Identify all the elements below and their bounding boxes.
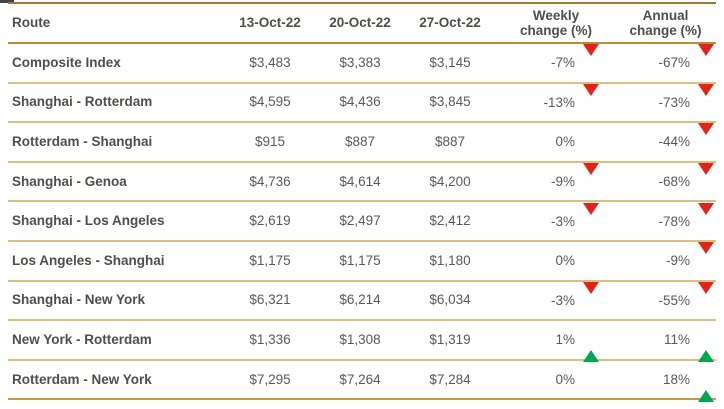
route-name: Los Angeles - Shanghai (12, 252, 165, 268)
rate-value-week1: $3,483 (249, 54, 291, 70)
down-triangle-icon (698, 163, 714, 193)
route-name: Rotterdam - New York (12, 371, 152, 387)
up-triangle-icon (698, 333, 714, 363)
rate-value-week3: $3,145 (429, 54, 471, 70)
route-name: Shanghai - Los Angeles (12, 213, 165, 229)
table-row: Composite Index $3,483 $3,383 $3,145 -7%… (8, 44, 716, 84)
weekly-change-value: 0% (555, 253, 575, 269)
table-top-rule (8, 2, 716, 4)
rate-value-week3: $1,319 (429, 331, 471, 347)
table-row: Shanghai - New York $6,321 $6,214 $6,034… (8, 281, 716, 322)
empty-triangle-slot (583, 135, 599, 148)
annual-change-value: -9% (665, 253, 690, 269)
header-label-date-3: 27-Oct-22 (419, 15, 481, 30)
header-cell-date-3: 27-Oct-22 (405, 14, 495, 32)
annual-change-value: -55% (658, 292, 690, 308)
up-triangle-icon (698, 373, 714, 403)
down-triangle-icon (698, 242, 714, 272)
down-triangle-icon (583, 44, 599, 74)
table-row: Rotterdam - Shanghai $915 $887 $887 0% -… (8, 123, 716, 163)
down-triangle-icon (698, 202, 714, 232)
route-name: Shanghai - New York (12, 292, 146, 308)
weekly-change-value: 1% (555, 332, 575, 348)
rate-value-week3: $4,200 (429, 173, 471, 189)
route-name: Composite Index (12, 54, 121, 70)
rate-value-week1: $1,336 (249, 331, 291, 347)
table-row: Rotterdam - New York $7,295 $7,264 $7,28… (8, 361, 716, 403)
table-row: Shanghai - Rotterdam $4,595 $4,436 $3,84… (8, 83, 716, 124)
header-label-route: Route (12, 15, 51, 30)
weekly-change-value: -3% (550, 292, 575, 308)
table-body: Composite Index $3,483 $3,383 $3,145 -7%… (8, 44, 716, 403)
weekly-change-value: -9% (550, 174, 575, 190)
annual-change-value: 18% (662, 372, 690, 388)
weekly-change-value: -3% (550, 213, 575, 229)
rate-value-week1: $2,619 (249, 213, 291, 229)
screenshot-corner-mark (0, 0, 14, 3)
weekly-change-value: -13% (543, 94, 575, 110)
down-triangle-icon (583, 83, 599, 113)
route-name: Rotterdam - Shanghai (12, 133, 153, 149)
route-name: New York - Rotterdam (12, 331, 152, 347)
header-cell-date-2: 20-Oct-22 (315, 14, 405, 32)
rate-value-week2: $887 (344, 133, 376, 149)
down-triangle-icon (583, 202, 599, 232)
rate-value-week3: $2,412 (429, 213, 471, 229)
weekly-change-value: 0% (555, 372, 575, 388)
annual-change-value: -44% (658, 134, 690, 150)
header-cell-weekly-change: Weekly change (%) (495, 8, 607, 38)
header-label-weekly-change: Weekly change (%) (519, 8, 592, 38)
table-row: New York - Rotterdam $1,336 $1,308 $1,31… (8, 321, 716, 363)
header-label-annual-change: Annual change (%) (629, 8, 702, 38)
down-triangle-icon (698, 44, 714, 74)
header-label-date-1: 13-Oct-22 (239, 15, 301, 30)
freight-rates-table: Route 13-Oct-22 20-Oct-22 27-Oct-22 Week… (8, 2, 716, 403)
rate-value-week1: $1,175 (249, 252, 291, 268)
rate-value-week3: $887 (434, 133, 466, 149)
table-header-row: Route 13-Oct-22 20-Oct-22 27-Oct-22 Week… (8, 4, 716, 44)
annual-change-value: -68% (658, 174, 690, 190)
rate-value-week1: $915 (254, 133, 286, 149)
down-triangle-icon (698, 281, 714, 311)
down-triangle-icon (583, 281, 599, 311)
header-cell-date-1: 13-Oct-22 (225, 14, 315, 32)
rate-value-week2: $1,308 (339, 331, 381, 347)
header-cell-route: Route (8, 14, 225, 32)
rate-value-week2: $4,436 (339, 94, 381, 110)
weekly-change-value: 0% (555, 134, 575, 150)
route-name: Shanghai - Genoa (12, 173, 127, 189)
header-cell-annual-change: Annual change (%) (607, 8, 716, 38)
rate-value-week1: $4,736 (249, 173, 291, 189)
table-row: Shanghai - Los Angeles $2,619 $2,497 $2,… (8, 202, 716, 242)
annual-change-value: -67% (658, 55, 690, 71)
rate-value-week2: $7,264 (339, 371, 381, 387)
empty-triangle-slot (583, 373, 599, 386)
rate-value-week3: $1,180 (429, 252, 471, 268)
rate-value-week2: $6,214 (339, 292, 381, 308)
rate-value-week2: $3,383 (339, 54, 381, 70)
table-row: Shanghai - Genoa $4,736 $4,614 $4,200 -9… (8, 163, 716, 203)
header-label-date-2: 20-Oct-22 (329, 15, 391, 30)
rate-value-week3: $6,034 (429, 292, 471, 308)
rate-value-week2: $1,175 (339, 252, 381, 268)
rate-value-week1: $7,295 (249, 371, 291, 387)
table-row: Los Angeles - Shanghai $1,175 $1,175 $1,… (8, 242, 716, 282)
down-triangle-icon (698, 123, 714, 153)
annual-change-value: 11% (663, 332, 690, 348)
rate-value-week1: $4,595 (249, 94, 291, 110)
rate-value-week2: $2,497 (339, 213, 381, 229)
down-triangle-icon (698, 83, 714, 113)
down-triangle-icon (583, 163, 599, 193)
rate-value-week3: $3,845 (429, 94, 471, 110)
up-triangle-icon (583, 333, 599, 363)
rate-value-week1: $6,321 (249, 292, 291, 308)
annual-change-value: -78% (658, 213, 690, 229)
weekly-change-value: -7% (550, 55, 575, 71)
rate-value-week2: $4,614 (339, 173, 381, 189)
empty-triangle-slot (583, 254, 599, 267)
rate-value-week3: $7,284 (429, 371, 471, 387)
route-name: Shanghai - Rotterdam (12, 94, 153, 110)
annual-change-value: -73% (658, 94, 690, 110)
